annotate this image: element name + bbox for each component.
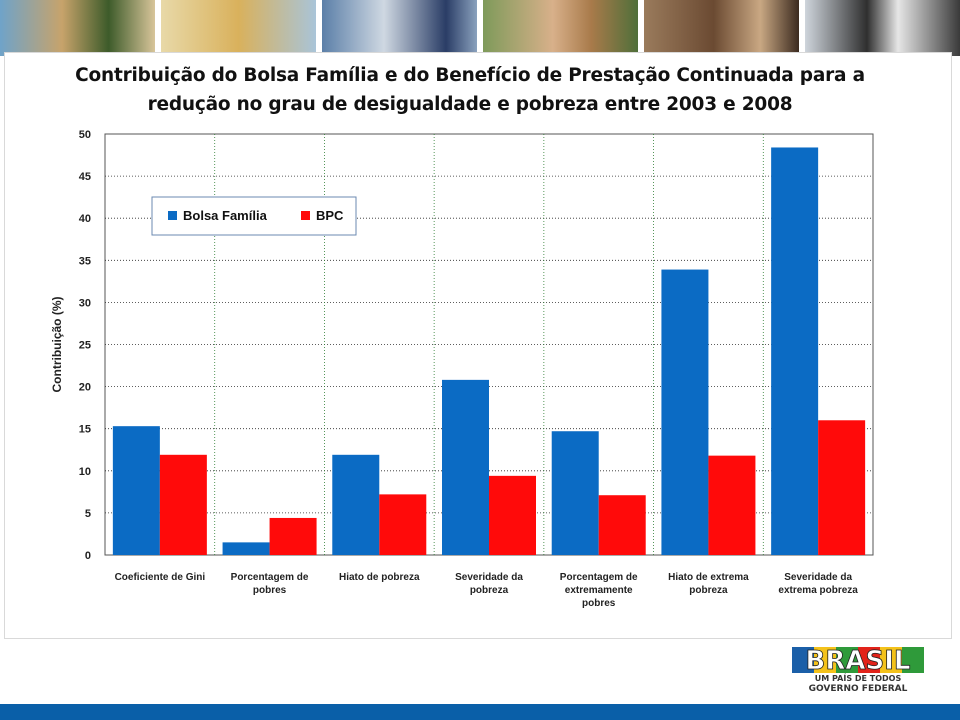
legend-swatch-bolsa-familia	[168, 211, 177, 220]
bar-bpc	[818, 420, 866, 555]
y-tick-label: 20	[79, 382, 91, 394]
svg-text:BRASIL: BRASIL	[806, 646, 911, 676]
legend-label-bpc: BPC	[316, 208, 344, 223]
bar-bolsa-familia	[551, 431, 599, 555]
bar-bolsa-familia	[771, 147, 819, 556]
y-tick-label: 30	[79, 297, 91, 309]
classroom-photo	[161, 0, 316, 56]
x-tick-label: pobres	[582, 598, 616, 609]
girl-photo	[483, 0, 638, 56]
bar-bolsa-familia	[332, 454, 380, 555]
chart-title-line-2: redução no grau de desigualdade e pobrez…	[147, 94, 793, 115]
legend	[151, 196, 357, 236]
bar-bpc	[598, 495, 646, 555]
y-tick-label: 40	[79, 213, 91, 225]
bar-chart: 0 5 10 15 20 25 30 35 40 45 50 Coeficiente de Gini P…	[50, 129, 874, 609]
x-tick-label: Hiato de pobreza	[339, 572, 420, 583]
y-axis-label: Contribuição (%)	[50, 297, 64, 393]
bar-bpc	[708, 455, 756, 555]
legend-swatch-bpc	[301, 211, 310, 220]
svg-text:GOVERNO FEDERAL: GOVERNO FEDERAL	[809, 684, 908, 693]
x-tick-label: pobreza	[470, 585, 509, 596]
y-tick-label: 15	[79, 424, 91, 436]
bar-bolsa-familia	[442, 379, 489, 555]
y-tick-label: 10	[79, 466, 91, 478]
bar-bpc	[159, 454, 207, 555]
brasil-governo-federal-logo: BRASIL UM PAÍS DE TODOS GOVERNO FEDERAL	[792, 646, 924, 693]
bar-bolsa-familia	[661, 269, 709, 555]
bar-bolsa-familia	[222, 542, 270, 555]
y-tick-label: 50	[79, 129, 91, 141]
x-tick-label: Coeficiente de Gini	[115, 572, 206, 583]
x-tick-label: Porcentagem de	[231, 572, 309, 583]
y-tick-label: 5	[85, 508, 91, 520]
y-tick-label: 45	[79, 171, 91, 183]
school-photo	[322, 0, 477, 56]
children-photo	[0, 0, 155, 56]
bar-bpc	[269, 517, 317, 555]
y-tick-label: 25	[79, 340, 91, 352]
bar-bolsa-familia	[112, 426, 160, 555]
bottom-bar	[0, 704, 960, 720]
svg-text:UM PAÍS DE TODOS: UM PAÍS DE TODOS	[815, 672, 902, 683]
x-tick-label: Severidade da	[784, 572, 852, 583]
x-tick-label: Severidade da	[455, 572, 523, 583]
legend-label-bolsa-familia: Bolsa Família	[183, 208, 268, 223]
cow-photo	[805, 0, 960, 56]
header-photo-strip	[0, 0, 960, 56]
x-tick-label: extremamente	[565, 585, 633, 596]
x-tick-label: Hiato de extrema	[668, 572, 749, 583]
x-tick-label: pobreza	[689, 585, 728, 596]
x-tick-label: extrema pobreza	[778, 585, 858, 596]
bar-bpc	[489, 475, 536, 555]
y-tick-label: 0	[85, 550, 91, 562]
bar-bpc	[379, 494, 427, 555]
students-photo	[644, 0, 799, 56]
chart-title-line-1: Contribuição do Bolsa Família e do Benef…	[75, 65, 865, 86]
x-tick-label: pobres	[253, 585, 287, 596]
x-tick-label: Porcentagem de	[560, 572, 638, 583]
y-tick-label: 35	[79, 255, 91, 267]
